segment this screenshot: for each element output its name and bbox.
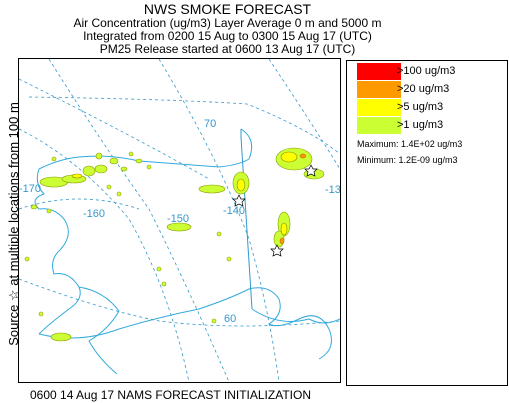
subtitle-integration: Integrated from 0200 15 Aug to 0300 15 A… [83, 29, 372, 43]
legend-item-1: >1 ug/m3 [357, 117, 497, 134]
grid-label-60: 60 [224, 313, 236, 325]
subtitle-concentration: Air Concentration (ug/m3) Layer Average … [73, 16, 382, 30]
legend-swatch [357, 63, 401, 80]
forecast-initialization-label: 0600 14 Aug 17 NAMS FORECAST INITIALIZAT… [30, 388, 311, 402]
legend-minimum: Minimum: 1.2E-09 ug/m3 [357, 155, 458, 165]
legend-item-5: >5 ug/m3 [357, 99, 497, 116]
grid-label-70: 70 [204, 118, 216, 130]
lon-170-line [19, 78, 210, 180]
south-coast [38, 287, 332, 360]
kenai-coast [78, 286, 120, 375]
smoke-plumes [24, 147, 325, 342]
legend-label: >5 ug/m3 [397, 101, 444, 113]
lat-60-line [19, 278, 340, 327]
subtitle-release: PM25 Release started at 0600 13 Aug 17 (… [99, 42, 356, 56]
smoke-map: 70 -130 -140 -150 -160 -170 60 [18, 58, 341, 383]
grid-label-140w: -140 [223, 205, 245, 217]
legend-label: >20 ug/m3 [397, 83, 450, 95]
source-star-icon [304, 164, 318, 177]
west-coast [34, 168, 81, 335]
map-canvas: 70 -130 -140 -150 -160 -170 60 [19, 59, 340, 382]
legend-swatch [357, 81, 401, 98]
grid-label-150w: -150 [167, 213, 189, 225]
legend-label: >100 ug/m3 [397, 65, 456, 77]
grid-label-160w: -160 [83, 208, 105, 220]
legend-maximum: Maximum: 1.4E+02 ug/m3 [357, 139, 463, 149]
lon-130-line [268, 59, 340, 170]
legend-item-100: >100 ug/m3 [357, 63, 497, 80]
source-markers [232, 164, 318, 257]
panhandle-border [251, 308, 340, 324]
north-coast [38, 128, 253, 170]
coastline [34, 128, 340, 375]
source-star-icon [270, 244, 284, 257]
grid-label-130w: -130 [325, 184, 340, 196]
legend-item-20: >20 ug/m3 [357, 81, 497, 98]
legend-label: >1 ug/m3 [397, 119, 444, 131]
lon-150-line [48, 59, 230, 382]
legend-panel: >100 ug/m3 >20 ug/m3 >5 ug/m3 >1 ug/m3 M… [346, 60, 508, 386]
lat-70-line [28, 96, 340, 155]
source-star-icon [232, 194, 246, 207]
grid-label-170w: -170 [19, 183, 41, 195]
map-title: NWS SMOKE FORECAST [143, 1, 312, 17]
lon-160-line [19, 128, 190, 382]
border-line [240, 129, 253, 310]
legend-swatch [357, 99, 401, 116]
legend-swatch [357, 117, 401, 134]
